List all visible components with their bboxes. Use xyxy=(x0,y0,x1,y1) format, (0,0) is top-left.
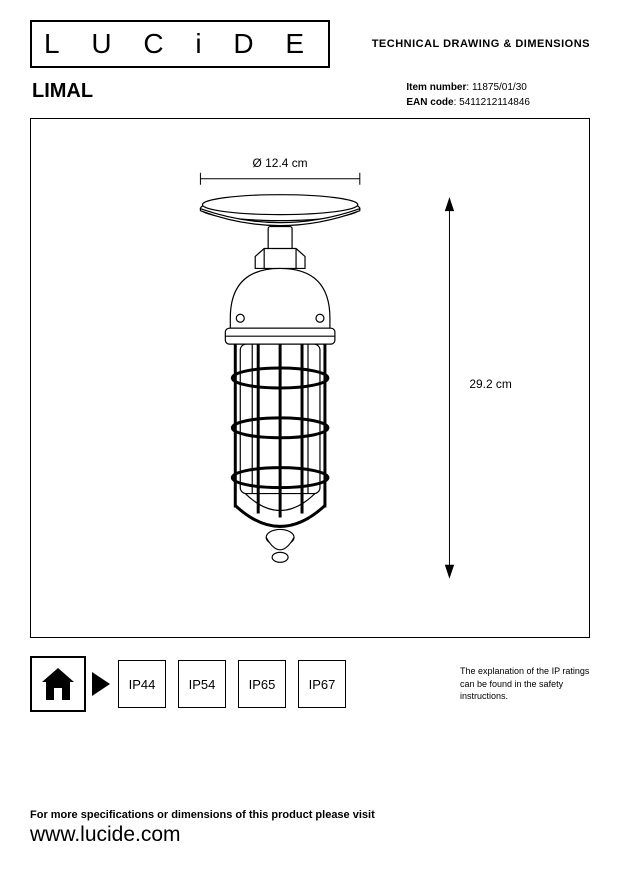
brand-logo: L U C i D E xyxy=(30,20,330,68)
footer: For more specifications or dimensions of… xyxy=(30,809,590,847)
lamp-drawing xyxy=(200,195,359,563)
footer-url: www.lucide.com xyxy=(30,823,590,847)
ip-note: The explanation of the IP ratings can be… xyxy=(460,665,590,703)
footer-text: For more specifications or dimensions of… xyxy=(30,809,590,821)
ip-rating-box: IP65 xyxy=(238,660,286,708)
technical-drawing: Ø 12.4 cm 29.2 cm xyxy=(30,118,590,638)
indoor-icon xyxy=(30,656,86,712)
logo-text: L U C i D E xyxy=(44,28,316,60)
product-name: LIMAL xyxy=(32,80,93,103)
item-number: 11875/01/30 xyxy=(472,82,527,93)
arrow-icon xyxy=(92,672,110,696)
ean-code: 5411212114846 xyxy=(459,97,530,108)
item-number-label: Item number xyxy=(406,82,466,93)
ip-rating-box: IP54 xyxy=(178,660,226,708)
page-title: TECHNICAL DRAWING & DIMENSIONS xyxy=(372,38,590,50)
ip-rating-box: IP67 xyxy=(298,660,346,708)
width-dimension: Ø 12.4 cm xyxy=(253,156,308,170)
ip-rating-box: IP44 xyxy=(118,660,166,708)
height-dimension: 29.2 cm xyxy=(469,377,512,391)
ean-label: EAN code xyxy=(406,97,453,108)
ip-rating-row: IP44 IP54 IP65 IP67 The explanation of t… xyxy=(30,656,590,712)
item-info: Item number: 11875/01/30 EAN code: 54112… xyxy=(406,80,530,110)
